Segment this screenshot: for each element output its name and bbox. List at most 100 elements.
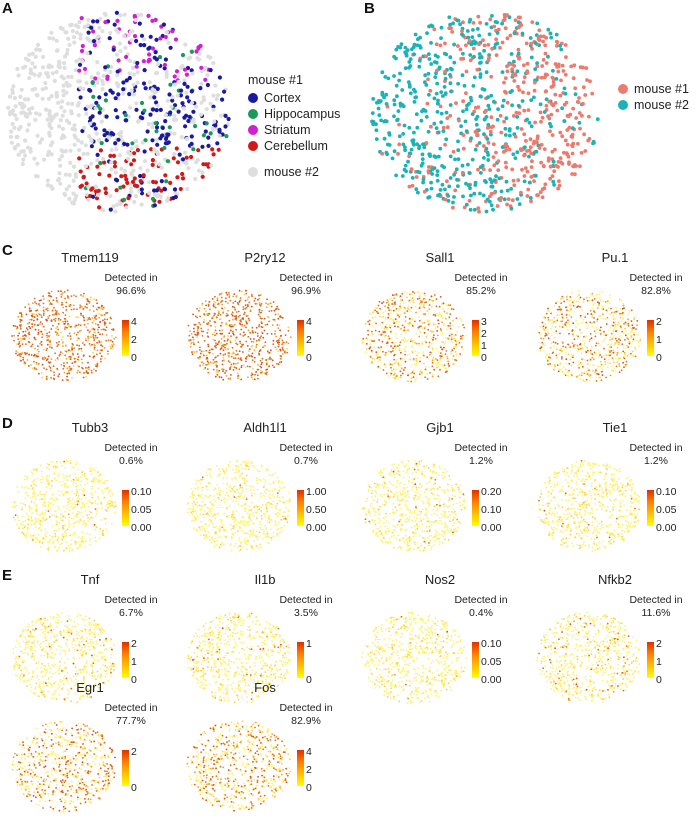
cell-point bbox=[615, 307, 617, 309]
cell-point bbox=[26, 478, 28, 480]
cell-point bbox=[407, 380, 409, 382]
cell-point bbox=[218, 310, 220, 312]
cell-point bbox=[92, 352, 94, 354]
cell-point bbox=[87, 520, 89, 522]
point-cerebellum bbox=[95, 165, 99, 169]
cell-point bbox=[97, 332, 99, 334]
cell-point bbox=[91, 370, 93, 372]
cell-point bbox=[251, 374, 253, 376]
point-cerebellum bbox=[119, 174, 123, 178]
cell-point bbox=[587, 360, 589, 362]
point-mouse1 bbox=[492, 25, 496, 29]
point-mouse2 bbox=[473, 40, 477, 44]
cell-point bbox=[52, 314, 54, 316]
cell-point bbox=[227, 314, 229, 316]
cell-point bbox=[109, 322, 111, 324]
cell-point bbox=[216, 369, 218, 371]
cell-point bbox=[38, 303, 40, 305]
cell-point bbox=[97, 487, 99, 489]
cell-point bbox=[277, 318, 279, 320]
cell-point bbox=[583, 373, 585, 375]
cell-point bbox=[370, 355, 372, 357]
point-mouse2 bbox=[398, 72, 402, 76]
cell-point bbox=[562, 342, 564, 344]
cell-point bbox=[441, 341, 443, 343]
point-mouse2 bbox=[591, 142, 595, 146]
cell-point bbox=[623, 305, 625, 307]
cell-point bbox=[204, 308, 206, 310]
detected-label: Detected in bbox=[621, 272, 691, 285]
cell-point bbox=[373, 346, 375, 348]
cell-point bbox=[405, 340, 407, 342]
point-mouse2 bbox=[509, 187, 513, 191]
cell-point bbox=[114, 503, 116, 505]
cell-point bbox=[44, 498, 46, 500]
point-mouse2 bbox=[482, 156, 486, 160]
cell-point bbox=[200, 328, 202, 330]
point-mouse2 bbox=[483, 88, 487, 92]
cell-point bbox=[53, 378, 55, 380]
cell-point bbox=[80, 314, 82, 316]
point-mouse2 bbox=[415, 112, 419, 116]
cell-point bbox=[69, 500, 71, 502]
cell-point bbox=[108, 339, 110, 341]
point-mouse1 bbox=[476, 133, 480, 137]
point-mouse2 bbox=[95, 132, 99, 136]
cell-point bbox=[236, 367, 238, 369]
cell-point bbox=[225, 322, 227, 324]
cell-point bbox=[390, 367, 392, 369]
cell-point bbox=[616, 361, 618, 363]
cell-point bbox=[244, 325, 246, 327]
point-mouse1 bbox=[427, 165, 431, 169]
cell-point bbox=[87, 506, 89, 508]
point-mouse2 bbox=[28, 111, 32, 115]
cell-point bbox=[105, 322, 107, 324]
cell-point bbox=[235, 337, 237, 339]
cell-point bbox=[245, 327, 247, 329]
cell-point bbox=[384, 305, 386, 307]
cell-point bbox=[43, 298, 45, 300]
cell-point bbox=[88, 332, 90, 334]
point-mouse2 bbox=[555, 77, 559, 81]
cell-point bbox=[282, 347, 284, 349]
point-mouse2 bbox=[34, 55, 38, 59]
cell-point bbox=[570, 374, 572, 376]
point-mouse2 bbox=[510, 103, 514, 107]
cell-point bbox=[388, 338, 390, 340]
cell-point bbox=[67, 529, 69, 531]
cell-point bbox=[391, 303, 393, 305]
cell-point bbox=[432, 296, 434, 298]
cell-point bbox=[21, 486, 23, 488]
point-mouse2 bbox=[377, 107, 381, 111]
cell-point bbox=[568, 353, 570, 355]
cell-point bbox=[631, 328, 633, 330]
cell-point bbox=[67, 289, 69, 291]
cell-point bbox=[25, 492, 27, 494]
cell-point bbox=[46, 518, 48, 520]
cell-point bbox=[87, 339, 89, 341]
legend-swatch bbox=[618, 100, 628, 110]
cell-point bbox=[61, 465, 63, 467]
point-mouse2 bbox=[182, 106, 186, 110]
point-cortex bbox=[121, 80, 125, 84]
cell-point bbox=[603, 331, 605, 333]
point-mouse1 bbox=[464, 91, 468, 95]
feature-scatter bbox=[183, 288, 295, 388]
cell-point bbox=[27, 359, 29, 361]
point-mouse2 bbox=[21, 158, 25, 162]
cell-point bbox=[70, 506, 72, 508]
cell-point bbox=[70, 358, 72, 360]
cell-point bbox=[203, 321, 205, 323]
point-mouse1 bbox=[543, 43, 547, 47]
point-mouse2 bbox=[46, 153, 50, 157]
point-mouse2 bbox=[501, 70, 505, 74]
point-mouse1 bbox=[512, 64, 516, 68]
point-mouse1 bbox=[567, 126, 571, 130]
point-cortex bbox=[103, 65, 107, 69]
cell-point bbox=[63, 365, 65, 367]
cell-point bbox=[230, 335, 232, 337]
cell-point bbox=[73, 482, 75, 484]
cell-point bbox=[243, 364, 245, 366]
cell-point bbox=[445, 341, 447, 343]
cell-point bbox=[93, 320, 95, 322]
